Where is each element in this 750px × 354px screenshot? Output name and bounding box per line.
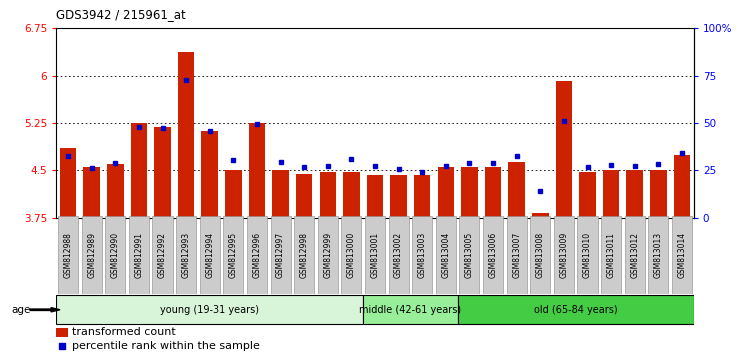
Text: GSM813007: GSM813007 <box>512 232 521 278</box>
Bar <box>672 216 692 294</box>
Bar <box>390 175 406 218</box>
Text: GSM812992: GSM812992 <box>158 232 167 278</box>
Bar <box>176 216 197 294</box>
Bar <box>271 216 290 294</box>
Bar <box>105 216 125 294</box>
Text: GSM813000: GSM813000 <box>347 232 356 278</box>
Bar <box>318 216 338 294</box>
Bar <box>436 216 456 294</box>
Text: GSM812993: GSM812993 <box>182 232 190 278</box>
Bar <box>601 216 621 294</box>
Bar <box>272 170 289 218</box>
Bar <box>648 216 668 294</box>
Text: transformed count: transformed count <box>72 327 176 337</box>
Bar <box>341 216 362 294</box>
Bar <box>107 164 124 218</box>
Bar <box>556 81 572 218</box>
Bar <box>247 216 267 294</box>
Text: GSM812988: GSM812988 <box>64 232 73 278</box>
Text: GSM812994: GSM812994 <box>206 232 214 278</box>
Text: age: age <box>11 305 31 315</box>
Text: GSM812999: GSM812999 <box>323 232 332 278</box>
Bar <box>296 173 313 218</box>
Bar <box>56 328 68 337</box>
Bar <box>178 52 194 218</box>
Bar <box>130 123 147 218</box>
Text: percentile rank within the sample: percentile rank within the sample <box>72 341 260 351</box>
Text: GSM813006: GSM813006 <box>488 232 497 278</box>
Bar <box>152 216 172 294</box>
Text: GSM812998: GSM812998 <box>300 232 309 278</box>
Text: GSM813004: GSM813004 <box>441 232 450 278</box>
Text: GSM813003: GSM813003 <box>418 232 427 278</box>
Text: middle (42-61 years): middle (42-61 years) <box>359 305 461 315</box>
Text: GSM812996: GSM812996 <box>253 232 262 278</box>
Bar <box>367 176 383 218</box>
Text: young (19-31 years): young (19-31 years) <box>160 305 260 315</box>
Bar <box>225 170 242 218</box>
Bar <box>202 131 218 218</box>
Text: GSM813013: GSM813013 <box>654 232 663 278</box>
Bar <box>365 216 385 294</box>
Bar <box>625 216 645 294</box>
Text: GSM813014: GSM813014 <box>677 232 686 278</box>
Bar <box>58 216 78 294</box>
Text: GSM813002: GSM813002 <box>394 232 403 278</box>
Text: GSM812989: GSM812989 <box>87 232 96 278</box>
Bar <box>530 216 550 294</box>
Bar <box>509 162 525 218</box>
Bar <box>154 127 171 218</box>
Bar <box>437 167 454 218</box>
Bar <box>484 167 501 218</box>
Bar <box>626 170 643 218</box>
Bar <box>83 167 100 218</box>
Text: GSM812991: GSM812991 <box>134 232 143 278</box>
Bar <box>483 216 503 294</box>
Text: GSM813005: GSM813005 <box>465 232 474 278</box>
Bar <box>249 123 266 218</box>
Bar <box>413 216 432 294</box>
Bar <box>343 172 360 218</box>
Text: GSM813011: GSM813011 <box>607 232 616 278</box>
Bar <box>294 216 314 294</box>
Bar <box>578 216 598 294</box>
Bar <box>82 216 102 294</box>
Bar <box>60 148 76 218</box>
Bar <box>200 216 220 294</box>
Bar <box>579 172 596 218</box>
Bar <box>460 216 479 294</box>
Text: GSM812990: GSM812990 <box>111 232 120 278</box>
Bar <box>674 155 690 218</box>
Bar <box>603 170 619 218</box>
Text: old (65-84 years): old (65-84 years) <box>534 305 617 315</box>
Text: GSM812995: GSM812995 <box>229 232 238 278</box>
Bar <box>554 216 574 294</box>
Bar <box>129 216 149 294</box>
Bar <box>388 216 409 294</box>
Bar <box>458 295 694 324</box>
Bar <box>650 170 667 218</box>
Bar <box>56 295 363 324</box>
Bar <box>507 216 526 294</box>
Text: GSM813001: GSM813001 <box>370 232 380 278</box>
Text: GSM813009: GSM813009 <box>560 232 568 278</box>
Text: GDS3942 / 215961_at: GDS3942 / 215961_at <box>56 8 186 21</box>
Bar <box>414 175 430 218</box>
Text: GSM813008: GSM813008 <box>536 232 544 278</box>
Bar <box>532 213 548 218</box>
Text: GSM812997: GSM812997 <box>276 232 285 278</box>
Bar <box>320 172 336 218</box>
Bar <box>224 216 243 294</box>
Bar <box>461 167 478 218</box>
Bar <box>363 295 458 324</box>
Text: GSM813010: GSM813010 <box>583 232 592 278</box>
Text: GSM813012: GSM813012 <box>630 232 639 278</box>
